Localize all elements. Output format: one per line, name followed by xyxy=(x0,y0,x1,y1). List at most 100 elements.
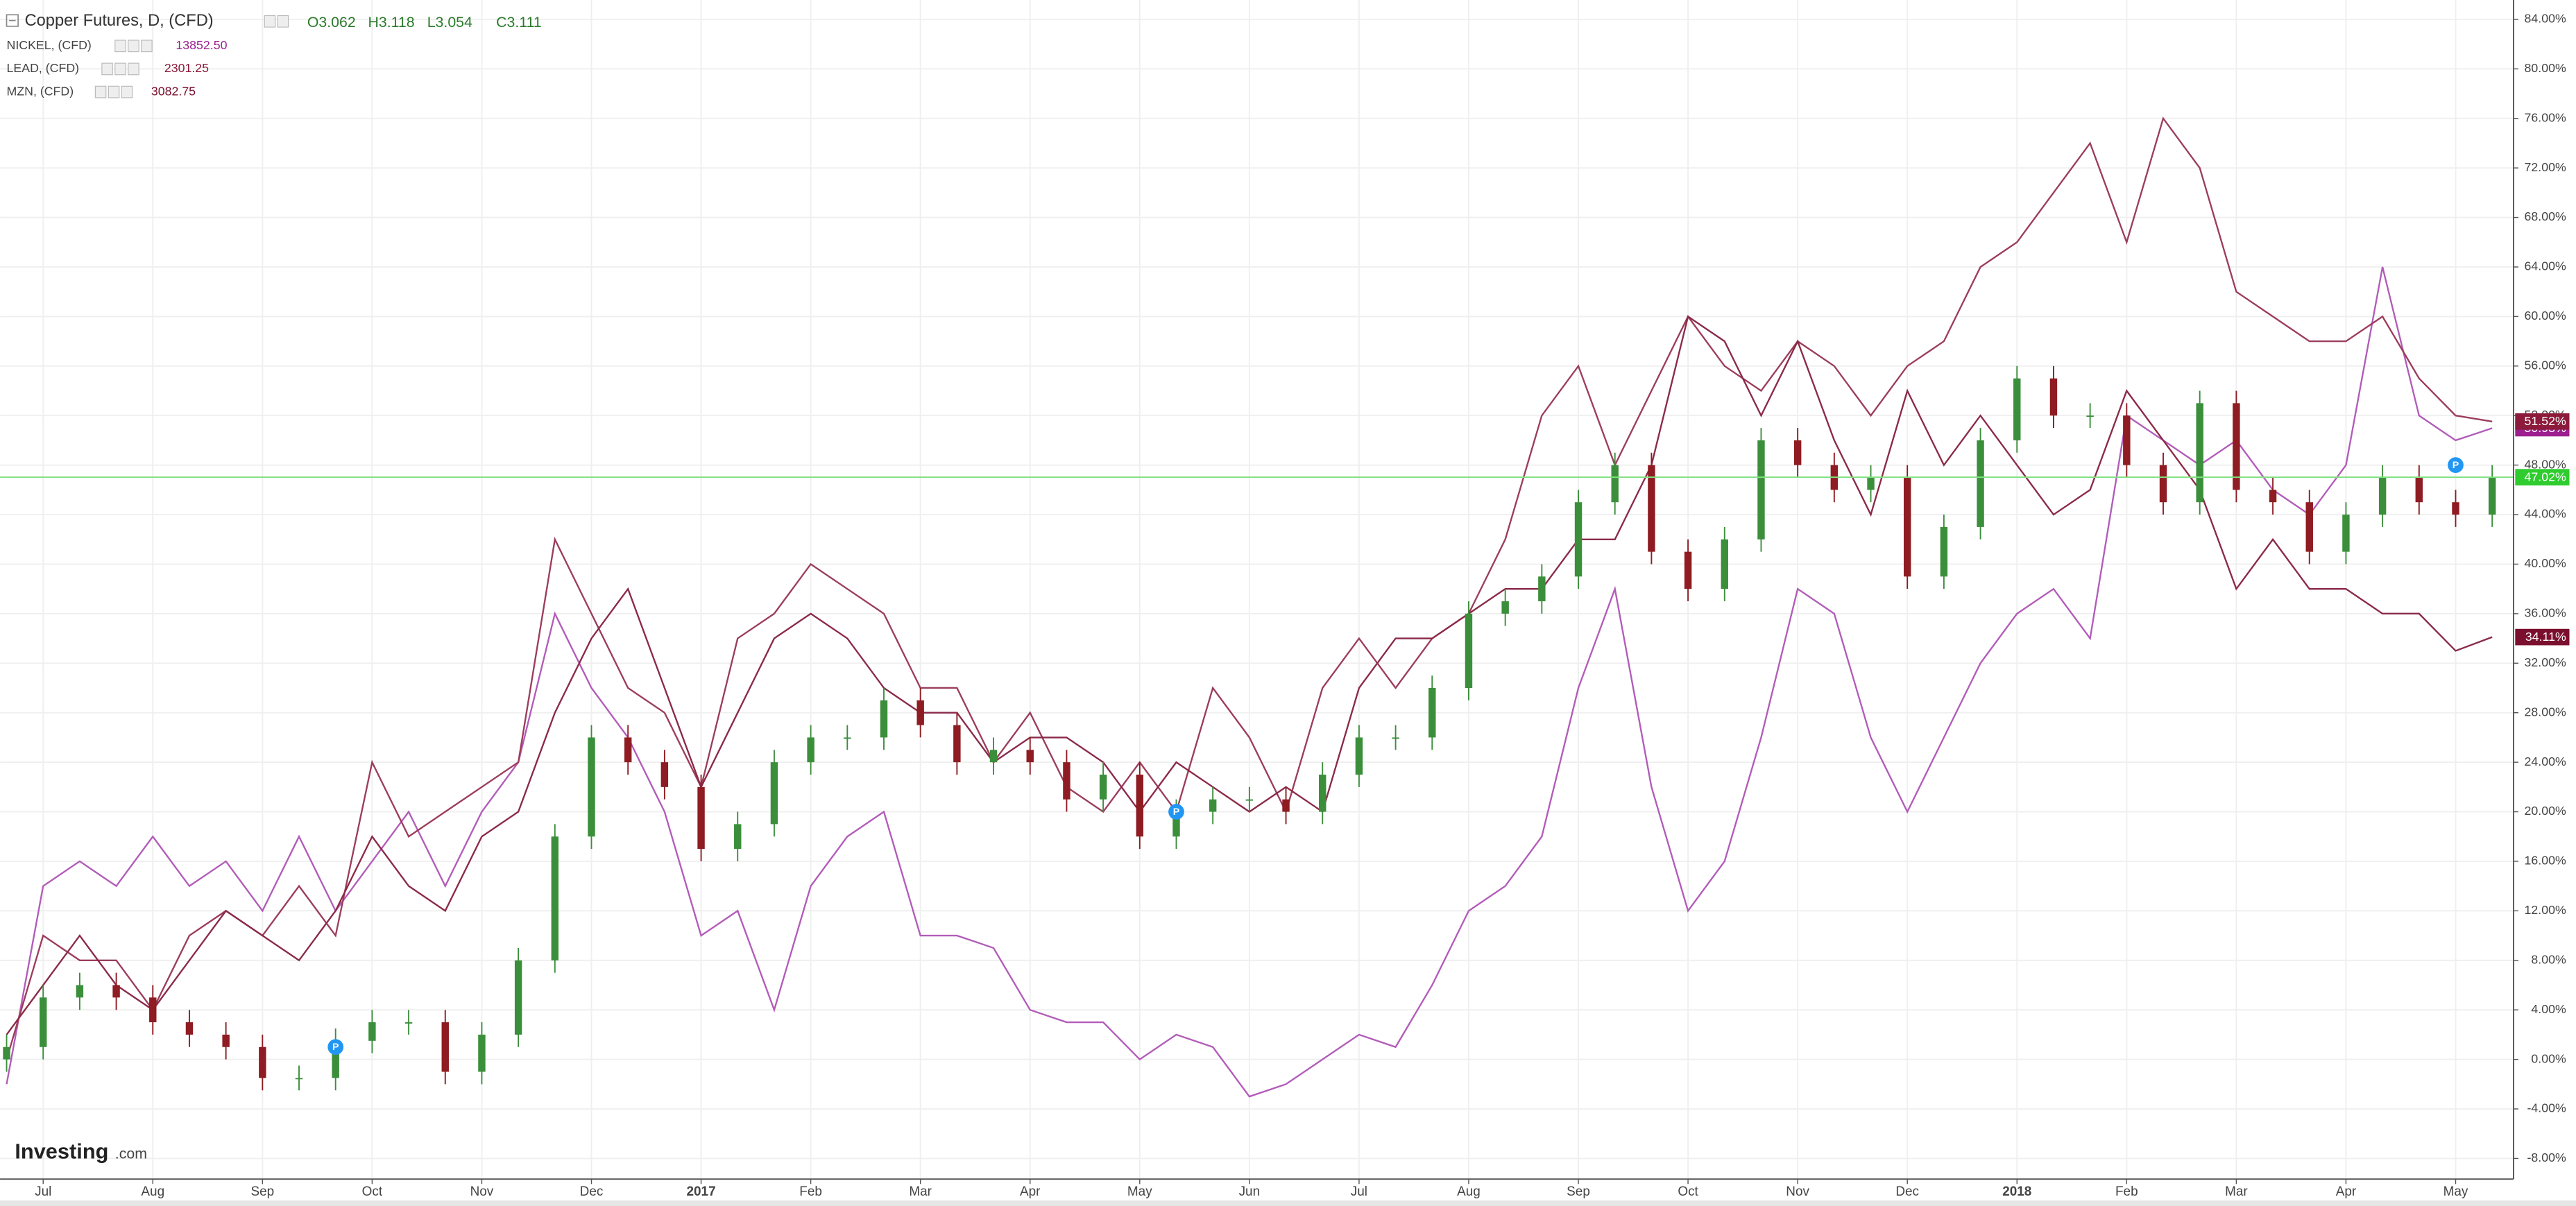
y-tick-label: 80.00% xyxy=(2525,61,2566,75)
x-tick-label: Dec xyxy=(1895,1185,1919,1199)
end-label-box xyxy=(2515,628,2570,646)
legend-button[interactable] xyxy=(128,62,139,76)
candle-body xyxy=(1977,440,1984,527)
legend-button[interactable] xyxy=(108,85,120,98)
legend-button[interactable] xyxy=(128,40,139,53)
y-tick-label: 76.00% xyxy=(2525,110,2566,124)
collapse-button[interactable] xyxy=(6,14,19,27)
candle-body xyxy=(551,836,559,961)
candle-body xyxy=(295,1078,303,1080)
event-marker-label: P xyxy=(332,1042,339,1053)
x-tick-label: Sep xyxy=(1567,1185,1590,1199)
x-tick-label: Jul xyxy=(1351,1185,1367,1199)
event-marker xyxy=(2448,457,2464,474)
candle-body xyxy=(1428,688,1436,738)
candle-body xyxy=(1611,465,1619,503)
y-tick-label: 24.00% xyxy=(2525,755,2566,768)
candle-body xyxy=(770,762,778,825)
candle-body xyxy=(332,1040,339,1078)
legend-button[interactable] xyxy=(94,85,107,98)
end-label: 34.11% xyxy=(2525,630,2566,644)
candle-body xyxy=(2013,378,2021,440)
y-tick-label: 4.00% xyxy=(2531,1002,2566,1016)
ohlc-readout: O3.062 xyxy=(307,14,356,31)
y-tick-label: 0.00% xyxy=(2531,1051,2566,1065)
candle-body xyxy=(1355,737,1363,775)
candle-body xyxy=(697,786,705,850)
candle-body xyxy=(1319,774,1327,812)
candle-body xyxy=(1538,576,1546,602)
candle-body xyxy=(2233,403,2240,490)
candle-body xyxy=(624,737,632,763)
candle-body xyxy=(880,700,888,738)
ohlc-readout: H3.118 xyxy=(368,14,414,31)
y-tick-label: 36.00% xyxy=(2525,606,2566,620)
candle-body xyxy=(1793,440,1802,465)
axes: -8.00% -4.00% 0.00% 4.00% 8.00% 12.00% 16.00% 2… xyxy=(35,12,2570,1199)
candle-body xyxy=(2488,477,2496,515)
candle-body xyxy=(1757,440,1765,540)
candle-body xyxy=(2452,502,2459,515)
legend-button[interactable] xyxy=(141,40,153,53)
candle-body xyxy=(2086,415,2094,417)
candle-body xyxy=(478,1034,486,1072)
candle-body xyxy=(2049,378,2058,416)
event-marker-label: P xyxy=(1173,807,1179,818)
y-tick-label: 28.00% xyxy=(2525,705,2566,718)
legend-button[interactable] xyxy=(277,15,289,28)
candle-body xyxy=(1648,465,1655,552)
legend: Copper Futures, D, (CFD) O3.062 H3.118 L3.… xyxy=(6,12,542,98)
candle-body xyxy=(39,997,47,1047)
candle-body xyxy=(1026,750,1034,763)
candle-body xyxy=(989,750,998,763)
candle-body xyxy=(2159,465,2167,503)
y-tick-label: 16.00% xyxy=(2525,854,2566,868)
candle-body xyxy=(1209,799,1217,812)
scrollbar[interactable] xyxy=(0,1200,2576,1206)
x-tick-label: Jul xyxy=(35,1185,51,1199)
line-series xyxy=(6,266,2493,1098)
ohlc-readout: L3.054 xyxy=(427,14,472,31)
candle-body xyxy=(1063,762,1071,800)
x-tick-label: Nov xyxy=(470,1185,494,1199)
candle-body xyxy=(2342,515,2350,552)
y-tick-label: 12.00% xyxy=(2525,903,2566,917)
candle-body xyxy=(2415,477,2423,503)
candle-body xyxy=(1099,774,1107,800)
legend-button[interactable] xyxy=(114,40,126,53)
candle-body xyxy=(3,1046,10,1060)
y-tick-label: 64.00% xyxy=(2525,259,2566,273)
candle-body xyxy=(807,737,814,763)
logo-suffix: .com xyxy=(115,1145,147,1162)
candle-body xyxy=(185,1022,194,1035)
legend-button[interactable] xyxy=(114,62,126,76)
x-tick-label: Nov xyxy=(1786,1185,1809,1199)
candle-body xyxy=(1684,551,1692,589)
end-label-box xyxy=(2515,469,2570,485)
legend-button[interactable] xyxy=(121,85,133,98)
x-tick-label: Mar xyxy=(2225,1185,2248,1199)
candle-body xyxy=(2305,502,2313,552)
legend-button[interactable] xyxy=(264,15,276,28)
candle-body xyxy=(368,1022,376,1041)
candle-body xyxy=(660,762,669,787)
grid xyxy=(0,0,2514,1180)
x-tick-label: Sep xyxy=(250,1185,274,1199)
y-tick-label: 56.00% xyxy=(2525,358,2566,372)
legend-button[interactable] xyxy=(101,62,113,76)
x-tick-label: Apr xyxy=(1020,1185,1040,1199)
x-tick-label: Feb xyxy=(799,1185,822,1199)
x-tick-label: Aug xyxy=(141,1185,164,1199)
candle-body xyxy=(404,1022,413,1024)
chart-title: Copper Futures, D, (CFD) xyxy=(25,12,214,30)
event-marker-label: P xyxy=(2453,460,2459,471)
legend-name: MZN, (CFD) xyxy=(7,84,74,98)
y-tick-label: 20.00% xyxy=(2525,804,2566,818)
event-marker xyxy=(1168,804,1184,820)
x-tick-label: Jun xyxy=(1239,1185,1261,1199)
logo-text: Investing xyxy=(15,1139,108,1163)
candle-body xyxy=(514,960,522,1035)
candle-body xyxy=(1501,601,1509,614)
